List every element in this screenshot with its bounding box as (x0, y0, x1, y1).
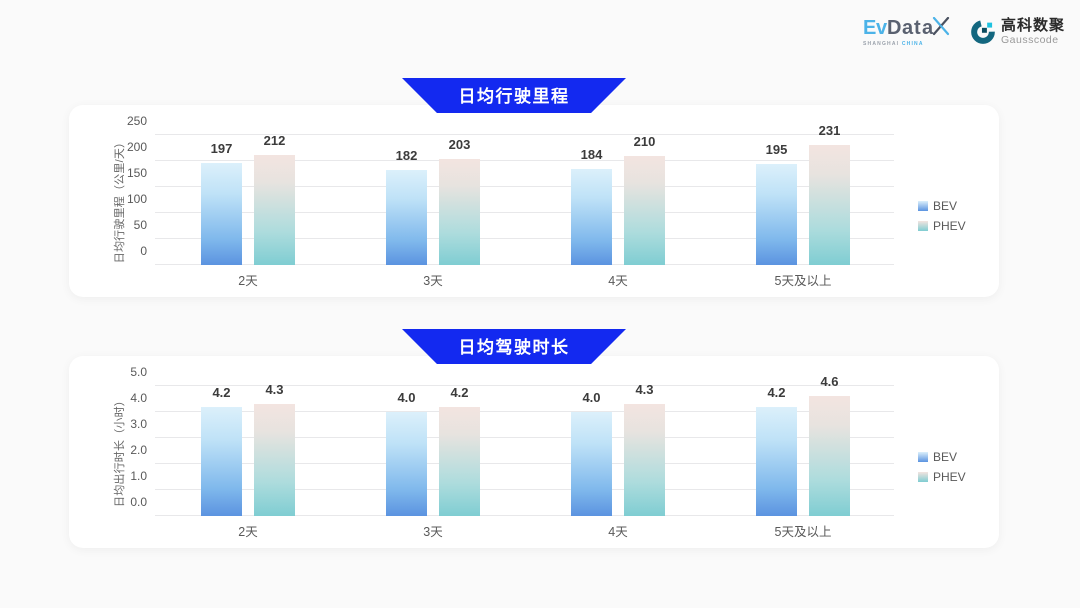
svg-text:t: t (914, 17, 921, 39)
svg-text:a: a (902, 17, 914, 39)
svg-text:a: a (922, 17, 934, 39)
svg-text:E: E (863, 17, 876, 39)
svg-text:D: D (887, 17, 901, 39)
